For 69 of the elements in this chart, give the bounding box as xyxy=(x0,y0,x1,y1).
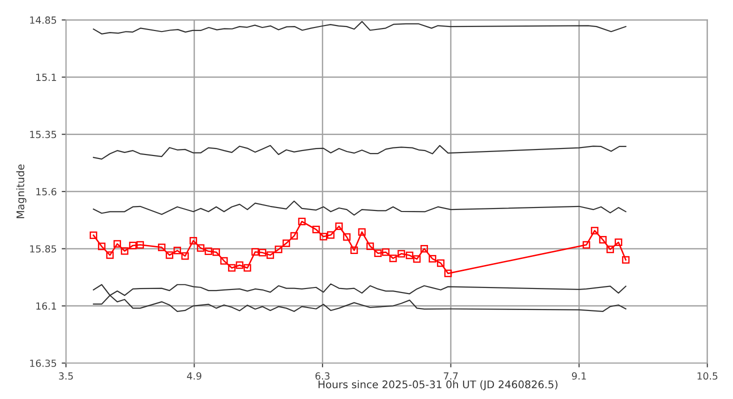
point xyxy=(343,233,351,241)
point xyxy=(599,236,607,244)
point xyxy=(251,248,259,256)
point xyxy=(212,248,220,256)
point xyxy=(382,248,390,256)
y-tick-label: 16.35 xyxy=(30,360,56,367)
point xyxy=(136,241,144,249)
point xyxy=(120,247,128,255)
x-tick-label: 6.3 xyxy=(315,372,330,380)
point xyxy=(327,231,335,239)
point xyxy=(413,255,421,263)
y-tick-label: 14.85 xyxy=(30,16,56,24)
point xyxy=(106,251,114,259)
y-tick-label: 15.6 xyxy=(36,188,56,196)
point xyxy=(236,261,244,269)
y-axis-title: Magnitude xyxy=(16,164,26,218)
line-series xyxy=(92,20,626,34)
point xyxy=(350,246,358,254)
x-tick-label: 9.1 xyxy=(572,372,586,380)
point xyxy=(204,247,212,255)
y-tick-label: 15.85 xyxy=(30,245,56,253)
point xyxy=(428,255,436,263)
point xyxy=(220,257,228,265)
x-tick-label: 7.7 xyxy=(444,372,458,380)
point xyxy=(174,246,182,254)
x-tick-label: 10.5 xyxy=(698,372,718,380)
point xyxy=(90,231,98,239)
point xyxy=(335,222,343,230)
point xyxy=(436,259,444,267)
x-tick-label: 3.5 xyxy=(58,372,73,380)
x-axis-title: Hours since 2025-05-31 0h UT (JD 2460826.5) xyxy=(318,380,558,390)
point xyxy=(366,242,374,250)
y-tick-label: 15.35 xyxy=(30,130,56,138)
point xyxy=(622,256,630,264)
point xyxy=(298,218,306,226)
point xyxy=(406,252,414,260)
point xyxy=(374,250,382,258)
point xyxy=(114,240,122,248)
point xyxy=(244,264,252,272)
point xyxy=(398,250,406,258)
point xyxy=(290,232,298,240)
point xyxy=(444,270,452,278)
y-tick-label: 15.1 xyxy=(36,74,56,81)
point xyxy=(266,251,274,259)
point xyxy=(420,244,428,252)
point xyxy=(582,241,590,249)
point xyxy=(166,251,174,259)
point xyxy=(129,242,137,250)
point xyxy=(228,264,236,272)
point xyxy=(274,246,282,254)
point xyxy=(98,242,106,250)
x-tick-label: 4.9 xyxy=(186,372,202,380)
point xyxy=(614,238,622,246)
point xyxy=(258,248,266,256)
point xyxy=(606,246,614,254)
point xyxy=(358,228,366,236)
point xyxy=(320,232,328,240)
point xyxy=(181,252,189,260)
point xyxy=(389,254,397,262)
point xyxy=(590,226,598,234)
line-series xyxy=(92,200,626,216)
point xyxy=(196,244,204,252)
point xyxy=(190,236,198,244)
line-series xyxy=(92,284,626,312)
line-series xyxy=(92,144,626,160)
point xyxy=(158,244,166,252)
point xyxy=(312,226,320,234)
point xyxy=(282,239,290,247)
y-tick-label: 16.1 xyxy=(36,302,56,310)
